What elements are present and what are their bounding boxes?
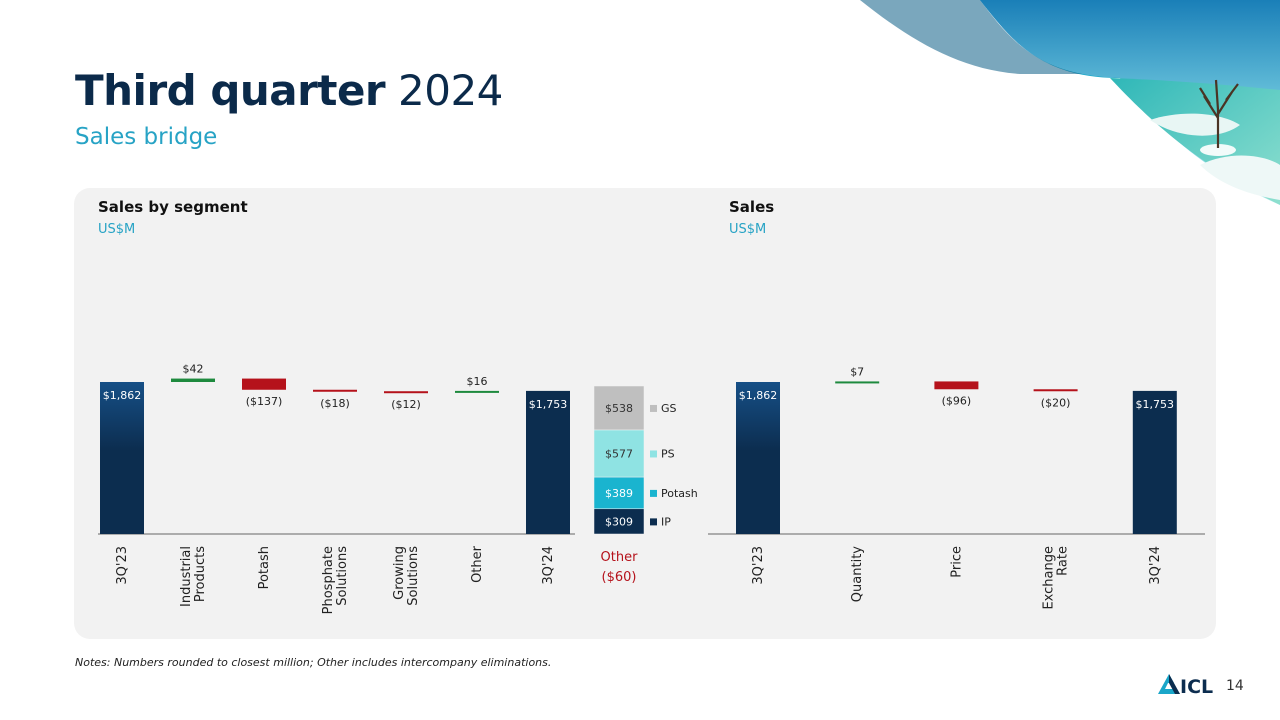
- sales-chart-unit: US$M: [729, 222, 767, 237]
- tick-label-other-60-1: ($60): [602, 570, 637, 585]
- slide-title: Third quarter 2024: [75, 66, 503, 115]
- tick-label-other: Other: [470, 545, 485, 583]
- stack-seg-potash: [593, 476, 645, 510]
- bar-3q-23: [100, 382, 144, 534]
- tick-label-3q-24: 3Q'24: [541, 546, 556, 585]
- footnote: Notes: Numbers rounded to closest millio…: [75, 656, 552, 669]
- tick-line-phosphate: Phosphate: [321, 546, 336, 614]
- legend-swatch-gs: [650, 404, 657, 412]
- bar-label-3q-23: $1,862: [103, 389, 142, 402]
- bar-label-growing-solutions: ($12): [391, 398, 421, 411]
- tick-line-growing: Growing: [392, 546, 407, 600]
- bar-label-potash: ($137): [246, 395, 283, 408]
- bar-label-3q-24: $1,753: [529, 398, 568, 411]
- tick-label-quantity: Quantity: [850, 546, 865, 602]
- bar-other: [455, 390, 499, 393]
- legend-swatch-potash: [650, 489, 657, 497]
- tick-line-price: Price: [949, 546, 964, 578]
- tick-line-3q-24: 3Q'24: [541, 546, 556, 585]
- legend-label-potash: Potash: [661, 487, 698, 500]
- tick-line-exchange: Exchange: [1042, 546, 1057, 610]
- stack-label-potash: $389: [605, 487, 633, 500]
- tick-label-growing-solutions: Growing Solutions: [392, 546, 421, 606]
- bar-label-quantity: $7: [850, 365, 864, 378]
- legend-label-ip: IP: [661, 515, 671, 528]
- stack-seg-gs: [593, 385, 645, 431]
- bar-label-3q-24: $1,753: [1136, 398, 1175, 411]
- segment-chart-title: Sales by segment: [98, 198, 248, 216]
- bar-label-phosphate-solutions: ($18): [320, 397, 350, 410]
- bar-exchange-rate: [1033, 389, 1078, 392]
- tick-line-other: Other: [470, 545, 485, 583]
- bar-potash: [242, 378, 286, 390]
- bar-growing-solutions: [384, 391, 428, 394]
- tick-line-quantity: Quantity: [850, 546, 865, 602]
- tick-label-price: Price: [949, 546, 964, 578]
- tick-line-rate: Rate: [1056, 546, 1071, 576]
- bar-quantity: [835, 381, 880, 384]
- legend-swatch-ip: [650, 518, 657, 526]
- tick-line-solutions: Solutions: [335, 546, 350, 606]
- tick-label-potash: Potash: [257, 546, 272, 589]
- tick-label-industrial-products: Industrial Products: [179, 546, 208, 607]
- legend-swatch-ps: [650, 450, 657, 458]
- tick-line-3q-23: 3Q'23: [751, 546, 766, 585]
- tick-line-solutions: Solutions: [406, 546, 421, 606]
- dead-sea-photo: [820, 0, 1280, 205]
- stack-label-gs: $538: [605, 402, 633, 415]
- bar-label-price: ($96): [942, 394, 972, 407]
- slide-subtitle: Sales bridge: [75, 124, 218, 150]
- legend-label-ps: PS: [661, 447, 675, 460]
- tick-label-exchange-rate: Exchange Rate: [1042, 546, 1071, 610]
- bar-label-industrial-products: $42: [183, 363, 204, 376]
- title-bold: Third quarter: [75, 66, 386, 115]
- title-year: 2024: [398, 66, 503, 115]
- sales-chart-title: Sales: [729, 198, 775, 216]
- legend-label-gs: GS: [661, 402, 677, 415]
- bar-label-3q-23: $1,862: [739, 389, 778, 402]
- stack-label-ip: $309: [605, 515, 633, 528]
- segment-chart-unit: US$M: [98, 222, 136, 237]
- bar-label-other: $16: [467, 375, 488, 388]
- tick-label-other-60-0: Other: [601, 550, 639, 565]
- tick-line-3q-23: 3Q'23: [115, 546, 130, 585]
- logo-text: ICL: [1180, 676, 1213, 696]
- tick-label-3q-24: 3Q'24: [1148, 546, 1163, 585]
- charts-panel: [74, 188, 1216, 639]
- stack-seg-ip: [593, 508, 645, 535]
- bar-3q-24: [1132, 390, 1177, 534]
- page-number: 14: [1226, 678, 1244, 694]
- tick-label-3q-23: 3Q'23: [115, 546, 130, 585]
- icl-logo: ICL: [1158, 674, 1213, 696]
- stack-seg-ps: [593, 429, 645, 478]
- tick-line-potash: Potash: [257, 546, 272, 589]
- bar-3q-24: [526, 390, 570, 534]
- tick-label-3q-23: 3Q'23: [751, 546, 766, 585]
- tick-line-3q-24: 3Q'24: [1148, 546, 1163, 585]
- tick-line-products: Products: [193, 546, 208, 602]
- bar-phosphate-solutions: [313, 389, 357, 392]
- bar-price: [934, 381, 979, 390]
- bar-industrial-products: [171, 378, 215, 382]
- tick-line-industrial: Industrial: [179, 546, 194, 607]
- bar-3q-23: [736, 382, 780, 534]
- bar-label-exchange-rate: ($20): [1041, 396, 1071, 409]
- tick-label-phosphate-solutions: Phosphate Solutions: [321, 546, 350, 615]
- stack-label-ps: $577: [605, 447, 633, 460]
